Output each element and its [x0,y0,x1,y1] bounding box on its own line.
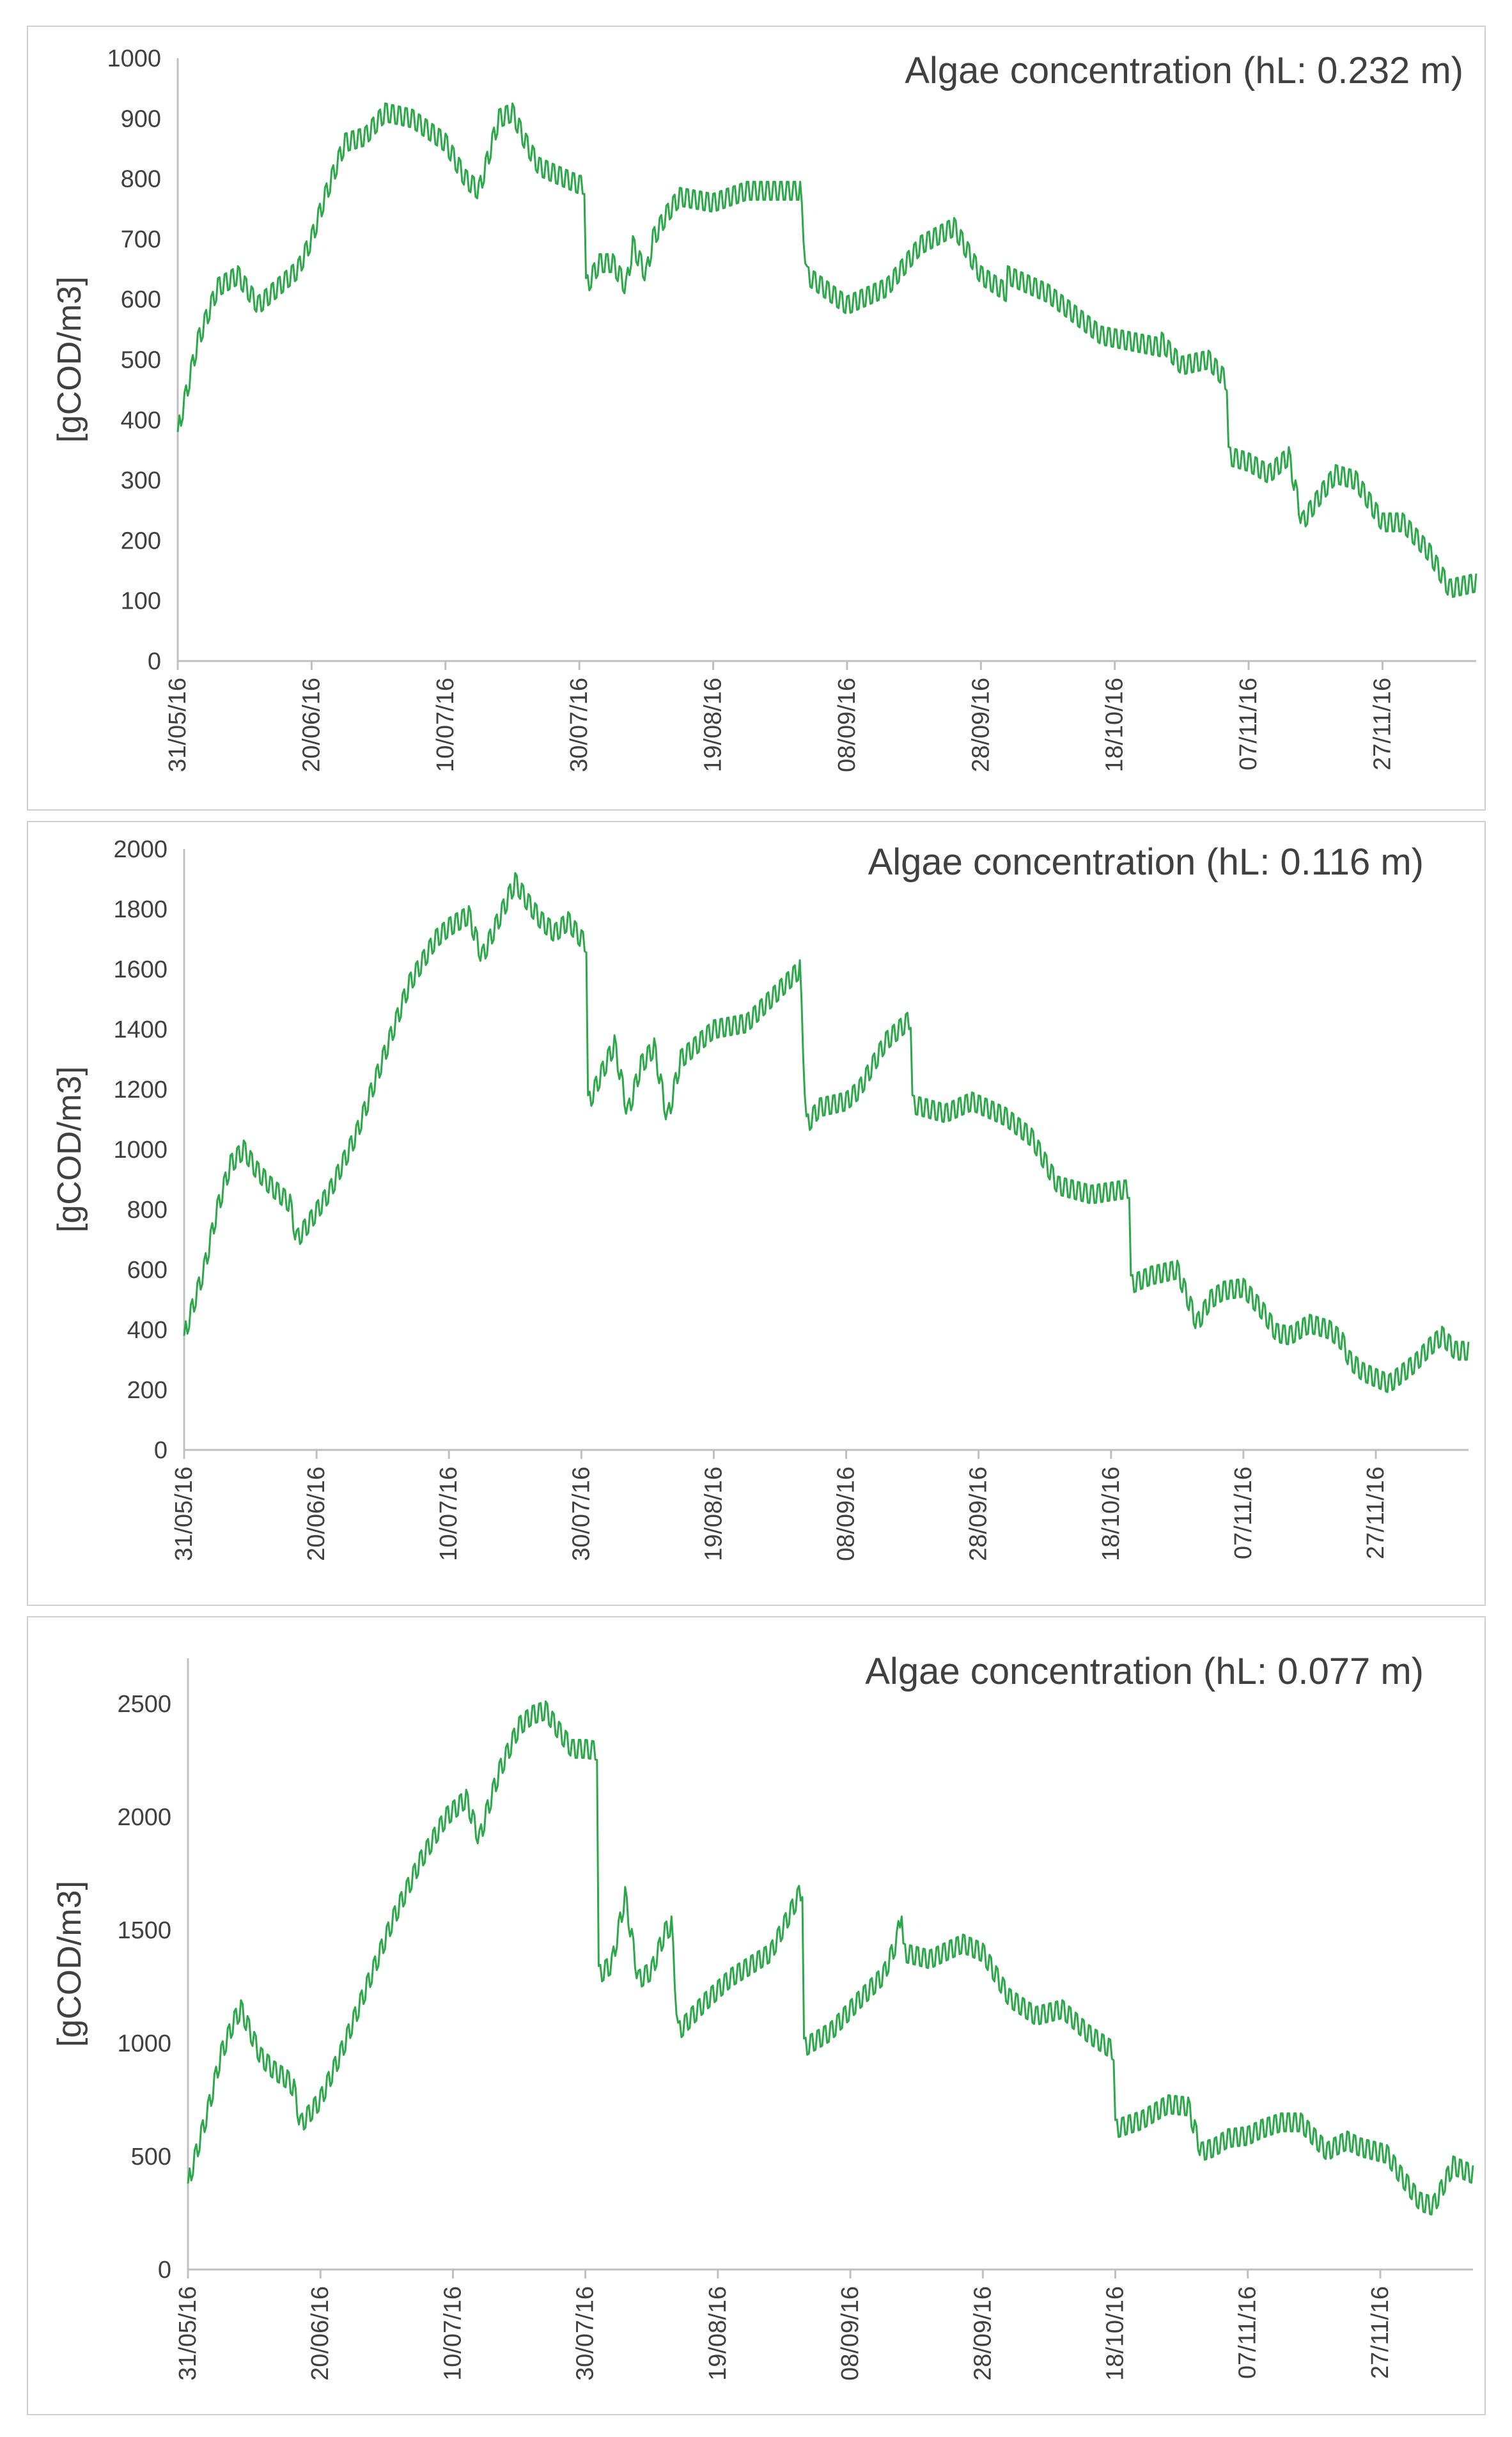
x-tick-label: 10/07/16 [432,678,459,772]
x-tick-label: 07/11/16 [1235,2286,1261,2379]
x-tick-label: 30/07/16 [572,2286,599,2381]
y-tick-label: 1000 [117,2030,171,2057]
x-tick-label: 08/09/16 [837,2286,864,2381]
series-line-1 [176,102,1477,598]
y-tick-label: 700 [121,226,161,253]
x-tick-label: 08/09/16 [834,678,861,772]
chart-panel-1: 0 100 200 300 400 500 600 700 800 900 1000 31/05/16… [27,26,1486,811]
chart-panel-3: 0 500 1000 1500 2000 2500 31/05/16 20/06/16 10/0… [27,1616,1486,2415]
y-tick-label: 1800 [113,896,168,923]
x-tick-label: 19/08/16 [700,1467,727,1561]
x-tick-label: 30/07/16 [566,678,593,772]
x-tick-label: 31/05/16 [175,2286,201,2381]
y-tick-label: 600 [127,1257,168,1284]
x-tick-label: 28/09/16 [965,1467,992,1561]
y-tick-label: 600 [121,286,161,313]
x-tick-label: 30/07/16 [568,1467,595,1561]
y-tick-label: 2000 [113,836,168,863]
y-tick-label: 0 [158,2257,171,2284]
y-tick-label: 300 [121,467,161,494]
x-tick-label: 20/06/16 [298,678,325,772]
x-tick-label: 07/11/16 [1235,678,1262,770]
y-tick-label: 1000 [107,45,161,72]
y-tick-label: 500 [131,2144,171,2170]
y-axis-label: [gCOD/m3] [51,276,88,442]
y-tick-label: 1400 [113,1016,168,1043]
y-tick-label: 400 [127,1317,168,1344]
y-tick-label: 400 [121,407,161,434]
y-tick-label: 500 [121,347,161,374]
y-tick-label: 1000 [113,1137,168,1164]
y-tick-label: 2000 [117,1804,171,1831]
chart-3: 0 500 1000 1500 2000 2500 31/05/16 20/06/16 10/0… [51,1651,1474,2381]
y-tick-label: 100 [121,588,161,615]
x-tick-label: 27/11/16 [1362,1467,1389,1559]
x-tick-label: 28/09/16 [969,2286,996,2381]
y-tick-label: 900 [121,105,161,132]
y-tick-label: 2500 [117,1691,171,1718]
chart-title: Algae concentration (hL: 0.232 m) [905,50,1463,91]
x-tick-label: 18/10/16 [1098,1467,1125,1561]
y-tick-label: 1600 [113,956,168,983]
x-tick-label: 31/05/16 [171,1467,198,1561]
series-line-1 [187,1700,1474,2216]
x-tick-label: 10/07/16 [435,1467,462,1561]
chart-title: Algae concentration (hL: 0.077 m) [865,1651,1424,1692]
x-tick-label: 08/09/16 [833,1467,860,1561]
x-tick-label: 19/08/16 [705,2286,731,2381]
x-tick-label: 18/10/16 [1102,2286,1129,2381]
y-tick-label: 1200 [113,1077,168,1103]
y-tick-label: 200 [121,527,161,554]
y-tick-label: 0 [148,648,161,675]
chart-1: 0 100 200 300 400 500 600 700 800 900 1000 31/05/16… [51,45,1477,772]
series-line-1 [183,872,1470,1393]
x-tick-label: 28/09/16 [967,678,994,772]
chart-title: Algae concentration (hL: 0.116 m) [868,841,1424,883]
x-tick-label: 31/05/16 [164,678,191,772]
y-tick-label: 800 [127,1197,168,1224]
chart-panel-2: 0 200 400 600 800 1000 1200 1400 1600 1800 2000 31/… [27,821,1486,1606]
x-tick-label: 20/06/16 [303,1467,330,1561]
x-tick-label: 19/08/16 [700,678,727,772]
y-tick-label: 1500 [117,1917,171,1944]
y-tick-label: 0 [154,1437,168,1464]
y-axis-label: [gCOD/m3] [51,1881,88,2047]
y-axis-label: [gCOD/m3] [51,1066,88,1233]
x-tick-label: 27/11/16 [1369,678,1396,770]
x-tick-label: 18/10/16 [1102,678,1128,772]
x-tick-label: 10/07/16 [439,2286,466,2381]
y-tick-label: 200 [127,1377,168,1404]
y-tick-label: 800 [121,166,161,193]
x-tick-label: 27/11/16 [1367,2286,1394,2379]
x-tick-label: 07/11/16 [1230,1467,1257,1559]
chart-2: 0 200 400 600 800 1000 1200 1400 1600 1800 2000 31/… [51,836,1470,1561]
x-tick-label: 20/06/16 [307,2286,334,2381]
